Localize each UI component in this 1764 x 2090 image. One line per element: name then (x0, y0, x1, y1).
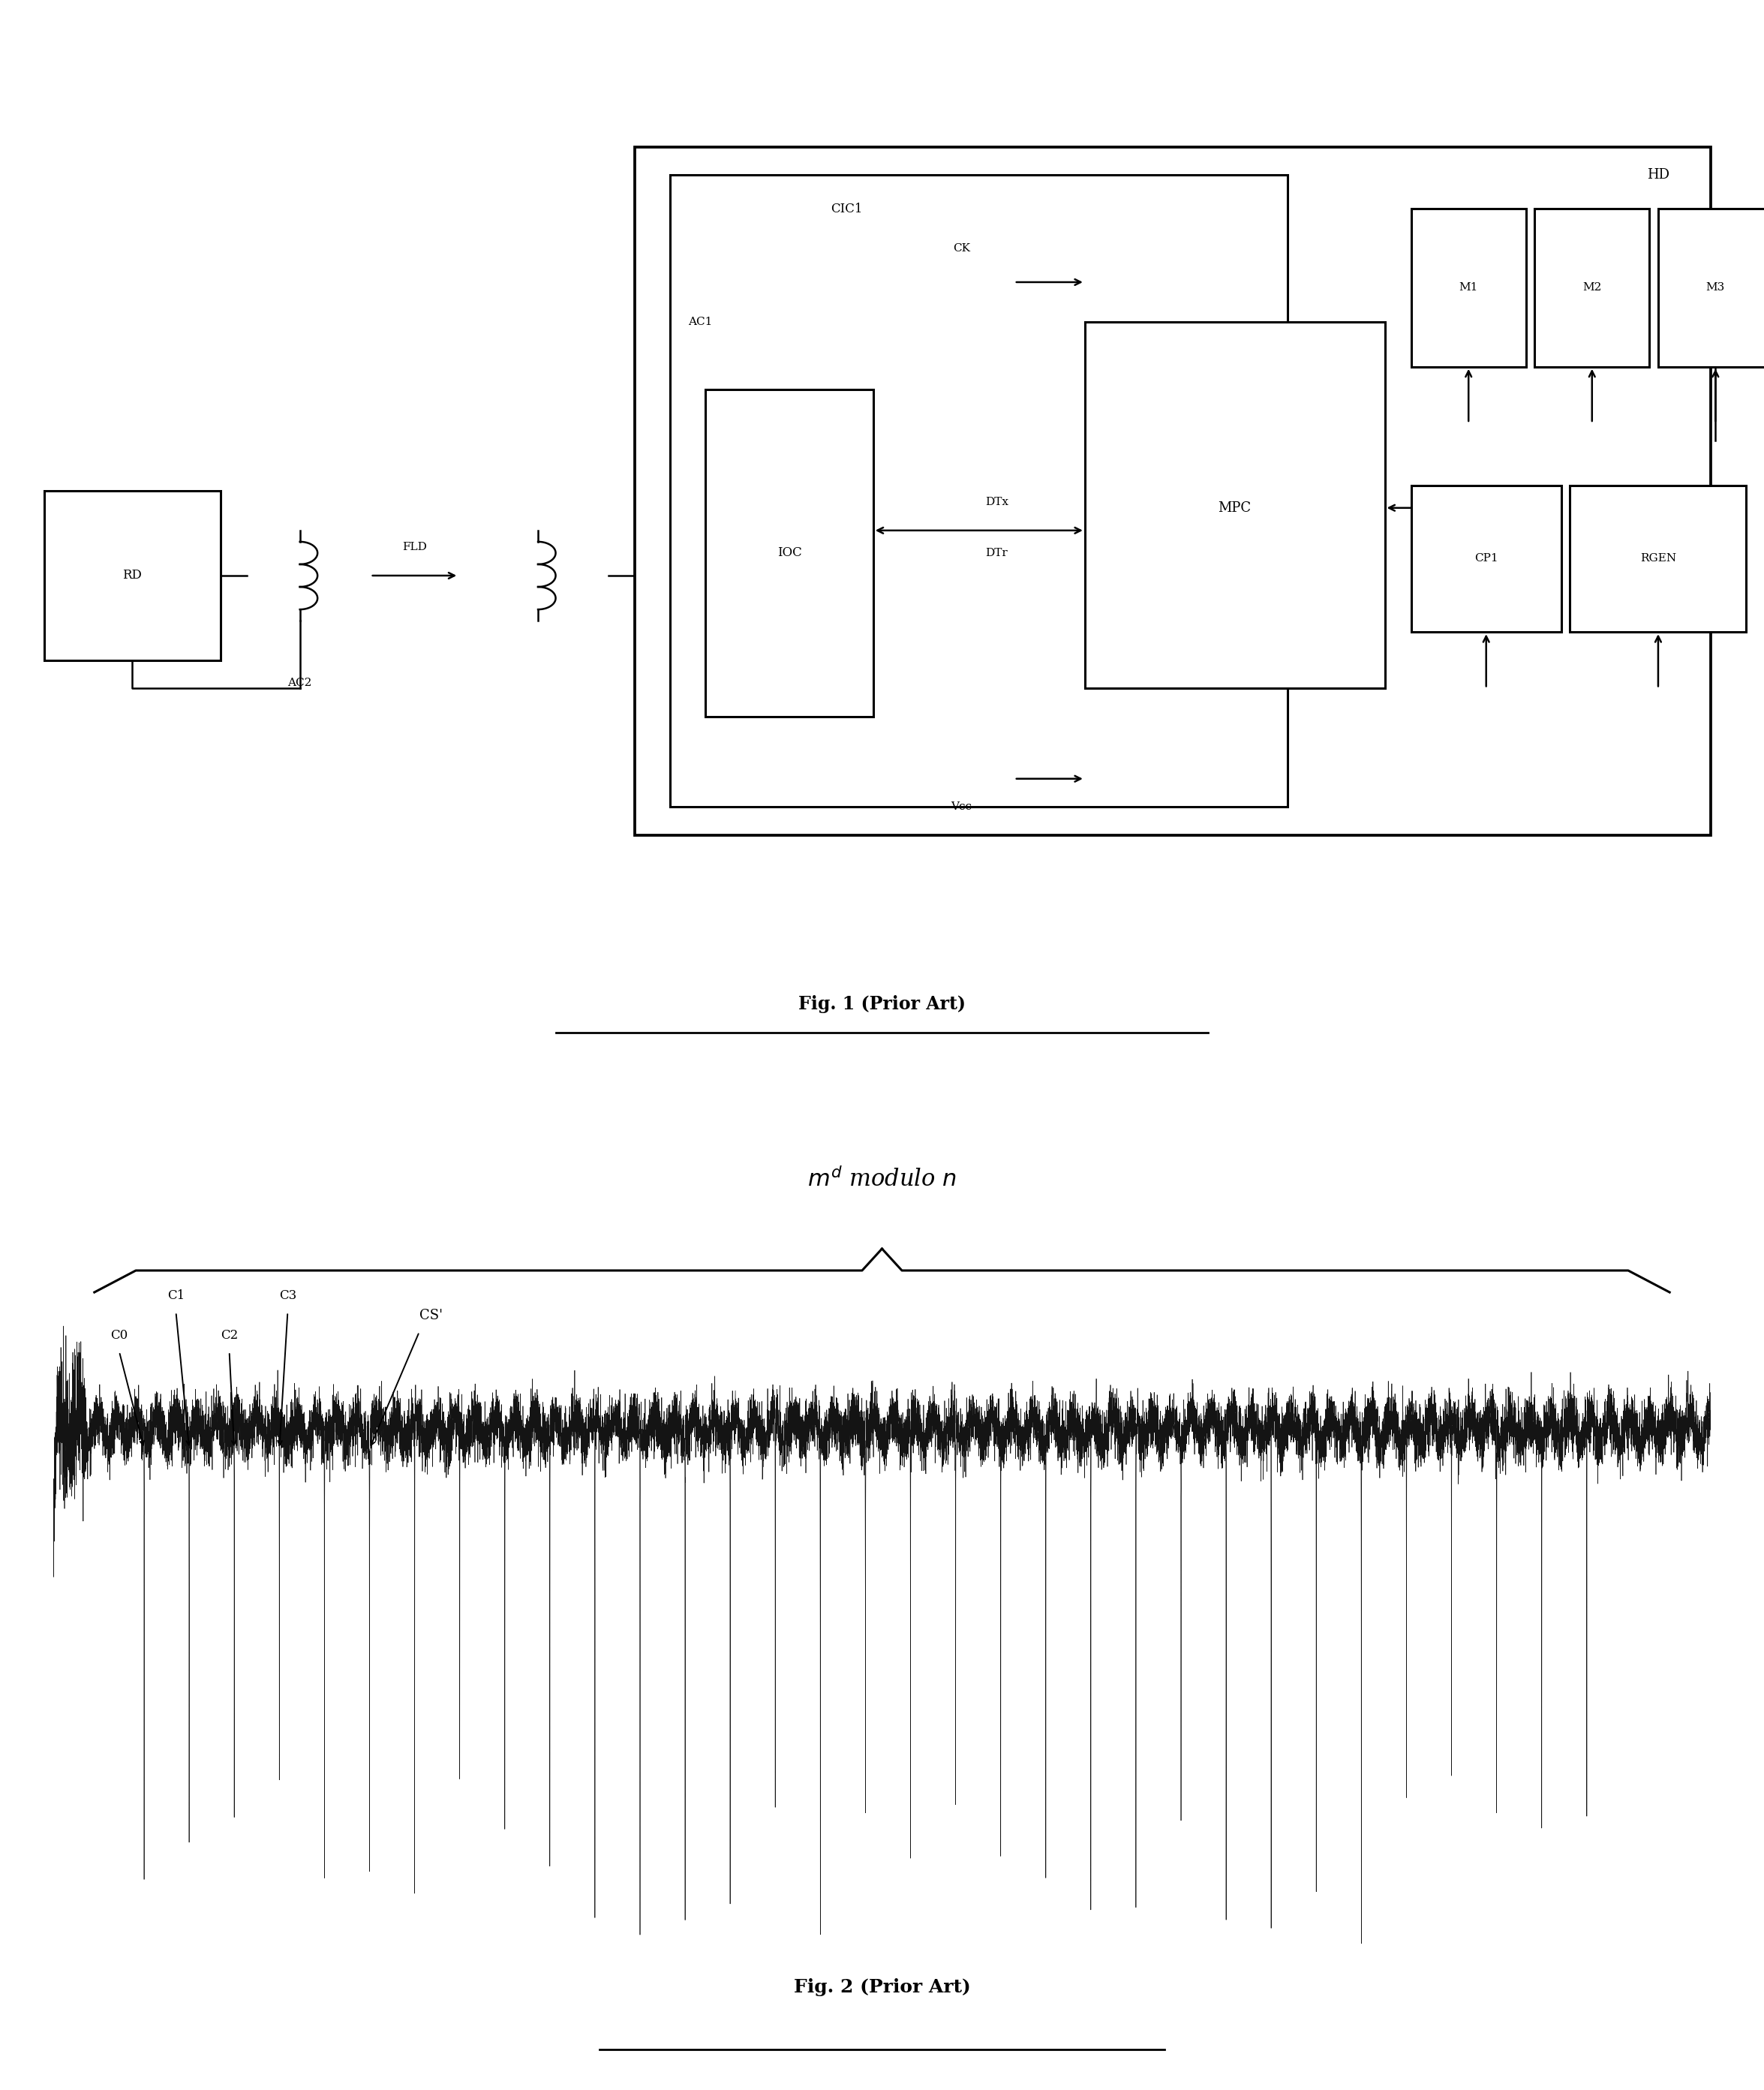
Text: Vcc: Vcc (951, 803, 972, 813)
Text: CIC1: CIC1 (831, 203, 863, 215)
Text: Fig. 1 (Prior Art): Fig. 1 (Prior Art) (799, 995, 965, 1014)
Bar (670, 176, 1288, 807)
Text: AC2: AC2 (288, 677, 312, 688)
Text: CS': CS' (420, 1308, 443, 1323)
Text: DTx: DTx (984, 497, 1009, 508)
Text: $m^d$ modulo $n$: $m^d$ modulo $n$ (808, 1168, 956, 1191)
Text: FLD: FLD (402, 541, 427, 552)
Bar (1535, 209, 1649, 366)
Bar (1658, 209, 1764, 366)
Bar (1411, 485, 1561, 631)
Bar (1411, 209, 1526, 366)
Text: RGEN: RGEN (1641, 554, 1676, 564)
Text: C1: C1 (168, 1290, 185, 1302)
Text: M2: M2 (1582, 282, 1602, 293)
Text: Fig. 2 (Prior Art): Fig. 2 (Prior Art) (794, 1977, 970, 1996)
Text: C0: C0 (111, 1329, 129, 1342)
Text: M1: M1 (1459, 282, 1478, 293)
Text: C2: C2 (220, 1329, 238, 1342)
Text: DTr: DTr (986, 548, 1007, 558)
Bar (706, 389, 873, 717)
Text: HD: HD (1648, 167, 1669, 182)
Text: AC1: AC1 (688, 316, 713, 326)
Text: RD: RD (122, 568, 143, 581)
Bar (1570, 485, 1746, 631)
Bar (44, 491, 220, 660)
Text: CK: CK (953, 242, 970, 253)
Text: MPC: MPC (1219, 502, 1251, 514)
Text: CP1: CP1 (1475, 554, 1498, 564)
Text: C3: C3 (279, 1290, 296, 1302)
Bar (635, 146, 1711, 836)
Bar (1085, 322, 1385, 688)
Text: M3: M3 (1706, 282, 1725, 293)
Text: IOC: IOC (778, 548, 801, 560)
